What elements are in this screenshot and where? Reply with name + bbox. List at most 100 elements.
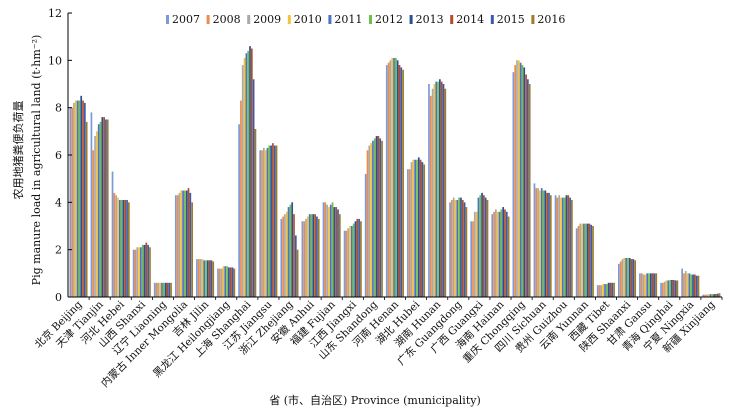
y-tick-label: 8 [55,102,62,115]
x-axis-title: 省 (市、自治区) Province (municipality) [269,393,481,407]
y-tick-label: 0 [55,291,62,304]
bar-2007-15 [385,65,388,297]
bar-2013-12 [333,207,336,297]
bar-2009-14 [368,145,371,297]
bar-2013-8 [249,46,251,297]
bar-2014-14 [377,136,380,297]
y-tick-label: 2 [55,244,62,257]
bar-2009-12 [326,204,328,297]
bar-2016-17 [444,88,447,297]
bar-2015-4 [168,282,171,297]
bar-2009-23 [558,195,561,297]
bar-2016-16 [423,164,426,297]
bar-2007-29 [681,268,683,297]
bar-2012-4 [162,282,165,297]
bar-2013-21 [523,67,526,298]
legend-label-2016: 2016 [537,13,565,26]
bar-2013-19 [481,192,483,297]
bar-2011-1 [97,124,100,297]
bar-2012-13 [352,223,355,297]
bar-2016-6 [212,261,215,297]
bar-2009-5 [178,192,181,297]
bar-2007-17 [428,84,430,297]
bar-2016-2 [128,202,130,297]
bar-2014-26 [630,259,633,297]
bar-2009-21 [516,60,518,297]
bar-2009-3 [136,247,139,297]
bar-2014-23 [567,195,570,297]
bar-2009-13 [347,228,350,297]
bar-2011-27 [646,273,649,297]
bar-2014-25 [609,282,612,297]
bar-2008-14 [366,150,369,297]
bar-2016-30 [718,293,721,297]
bar-2009-19 [473,211,476,297]
bar-2014-19 [483,195,485,297]
bar-2015-0 [83,102,86,298]
bar-2009-29 [684,270,687,297]
bar-2012-2 [120,199,123,297]
bar-2015-3 [147,244,149,297]
bar-2013-10 [291,202,294,297]
bar-2007-21 [512,72,515,297]
bar-2009-2 [115,195,118,297]
bar-2013-20 [502,207,505,297]
bar-2008-28 [662,282,664,297]
bar-2015-25 [611,282,614,297]
bar-2008-7 [218,268,221,297]
bar-2008-20 [493,211,495,297]
bar-2015-13 [358,218,360,297]
bar-2011-14 [372,140,374,297]
legend-label-2009: 2009 [253,13,281,26]
bar-2010-16 [412,159,415,297]
bar-2015-7 [231,267,234,297]
bar-2011-16 [414,159,416,297]
bar-2009-30 [706,294,708,297]
bar-2014-15 [398,65,401,297]
bar-2011-6 [203,260,206,297]
bar-2015-22 [548,192,550,297]
bar-2013-22 [544,190,547,297]
bar-2015-26 [632,259,635,297]
bar-2008-21 [514,65,517,297]
bar-2011-11 [308,214,311,297]
bar-2008-22 [535,188,538,297]
bar-2013-15 [396,60,399,297]
bar-2015-6 [210,260,213,297]
bar-2015-19 [484,197,487,297]
bar-2010-20 [496,211,499,297]
bar-2016-3 [149,247,151,297]
bar-2008-13 [345,230,348,297]
bar-2008-16 [408,169,411,297]
bar-2010-0 [74,100,77,297]
bar-2012-3 [141,244,144,297]
bar-2011-9 [266,147,269,297]
bar-2010-13 [349,226,351,297]
bar-2007-20 [491,214,494,297]
bar-2016-28 [676,280,679,297]
bar-2008-17 [429,95,432,297]
bar-2012-5 [184,190,186,297]
bar-2012-14 [373,138,376,297]
bar-2007-27 [639,273,641,297]
bar-2014-17 [440,81,443,297]
bar-2007-25 [596,285,599,297]
bar-2011-2 [118,199,121,297]
bar-2015-10 [294,235,297,297]
bar-2013-29 [692,274,694,297]
legend-swatch-2014 [450,15,454,24]
bar-2014-3 [145,242,148,297]
bar-2009-7 [220,268,223,297]
bar-2007-26 [617,263,620,297]
bar-2010-30 [707,294,710,297]
bar-2011-3 [140,247,142,297]
bar-2012-7 [226,266,228,297]
y-tick-label: 10 [48,54,62,67]
bar-2013-9 [270,145,272,297]
bar-2013-23 [565,195,568,297]
legend-swatch-2016 [531,15,535,24]
bar-2007-28 [660,282,662,297]
bar-2011-28 [667,280,670,297]
